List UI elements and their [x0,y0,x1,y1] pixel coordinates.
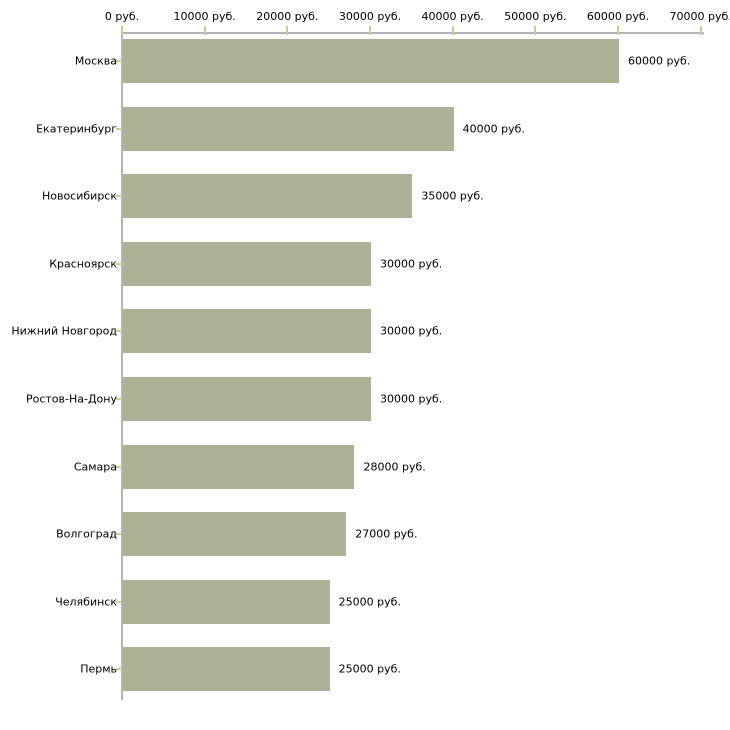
y-tick-mark [116,600,122,603]
category-label: Екатеринбург [36,122,117,136]
value-label: 28000 руб. [363,460,426,474]
category-label: Нижний Новгород [11,324,117,338]
y-tick-mark [116,127,122,130]
bar [123,377,371,421]
x-tick-mark [617,26,620,35]
value-label: 30000 руб. [380,392,443,406]
value-label: 30000 руб. [380,324,443,338]
category-label: Челябинск [55,595,117,609]
bar [123,174,413,219]
y-tick-mark [116,533,122,536]
bar [123,309,371,354]
x-tick-mark [286,26,289,35]
x-tick-label: 60000 руб. [586,10,650,23]
x-tick-label: 20000 руб. [256,10,319,23]
y-tick-mark [116,195,122,198]
bar [123,647,330,692]
value-label: 40000 руб. [462,122,525,136]
bar [123,579,330,624]
bar [123,39,620,83]
bar [123,106,454,151]
y-tick-mark [116,330,122,333]
x-tick-mark [699,26,702,35]
bar [123,512,347,557]
bar [123,241,371,286]
value-label: 60000 руб. [628,54,691,68]
x-tick-label: 0 руб. [104,10,140,23]
x-tick-label: 10000 руб. [173,10,236,23]
x-tick-label: 50000 руб. [504,10,567,23]
category-label: Новосибирск [41,189,117,203]
x-tick-label: 70000 руб. [669,10,730,23]
y-tick-mark [116,398,122,400]
value-label: 30000 руб. [380,257,443,271]
bar [123,444,355,489]
x-tick-label: 30000 руб. [338,10,402,23]
x-tick-mark [369,26,371,35]
x-tick-mark [534,26,537,35]
x-tick-mark [203,26,206,35]
value-label: 27000 руб. [355,527,418,541]
y-tick-mark [116,668,122,671]
value-label: 25000 руб. [338,662,401,676]
y-tick-mark [116,60,122,62]
category-label: Пермь [80,662,117,676]
x-tick-mark [121,26,123,35]
y-tick-mark [116,262,122,265]
value-label: 35000 руб. [421,189,484,203]
category-label: Самара [73,460,117,474]
y-tick-mark [116,465,122,468]
x-axis-line [122,32,704,34]
category-label: Красноярск [49,257,117,271]
y-axis-line [121,32,123,700]
category-label: Ростов-На-Дону [25,392,117,406]
value-label: 25000 руб. [338,595,401,609]
category-label: Волгоград [56,527,117,541]
x-tick-label: 40000 руб. [421,10,484,23]
x-tick-mark [451,26,454,35]
category-label: Москва [74,54,117,68]
